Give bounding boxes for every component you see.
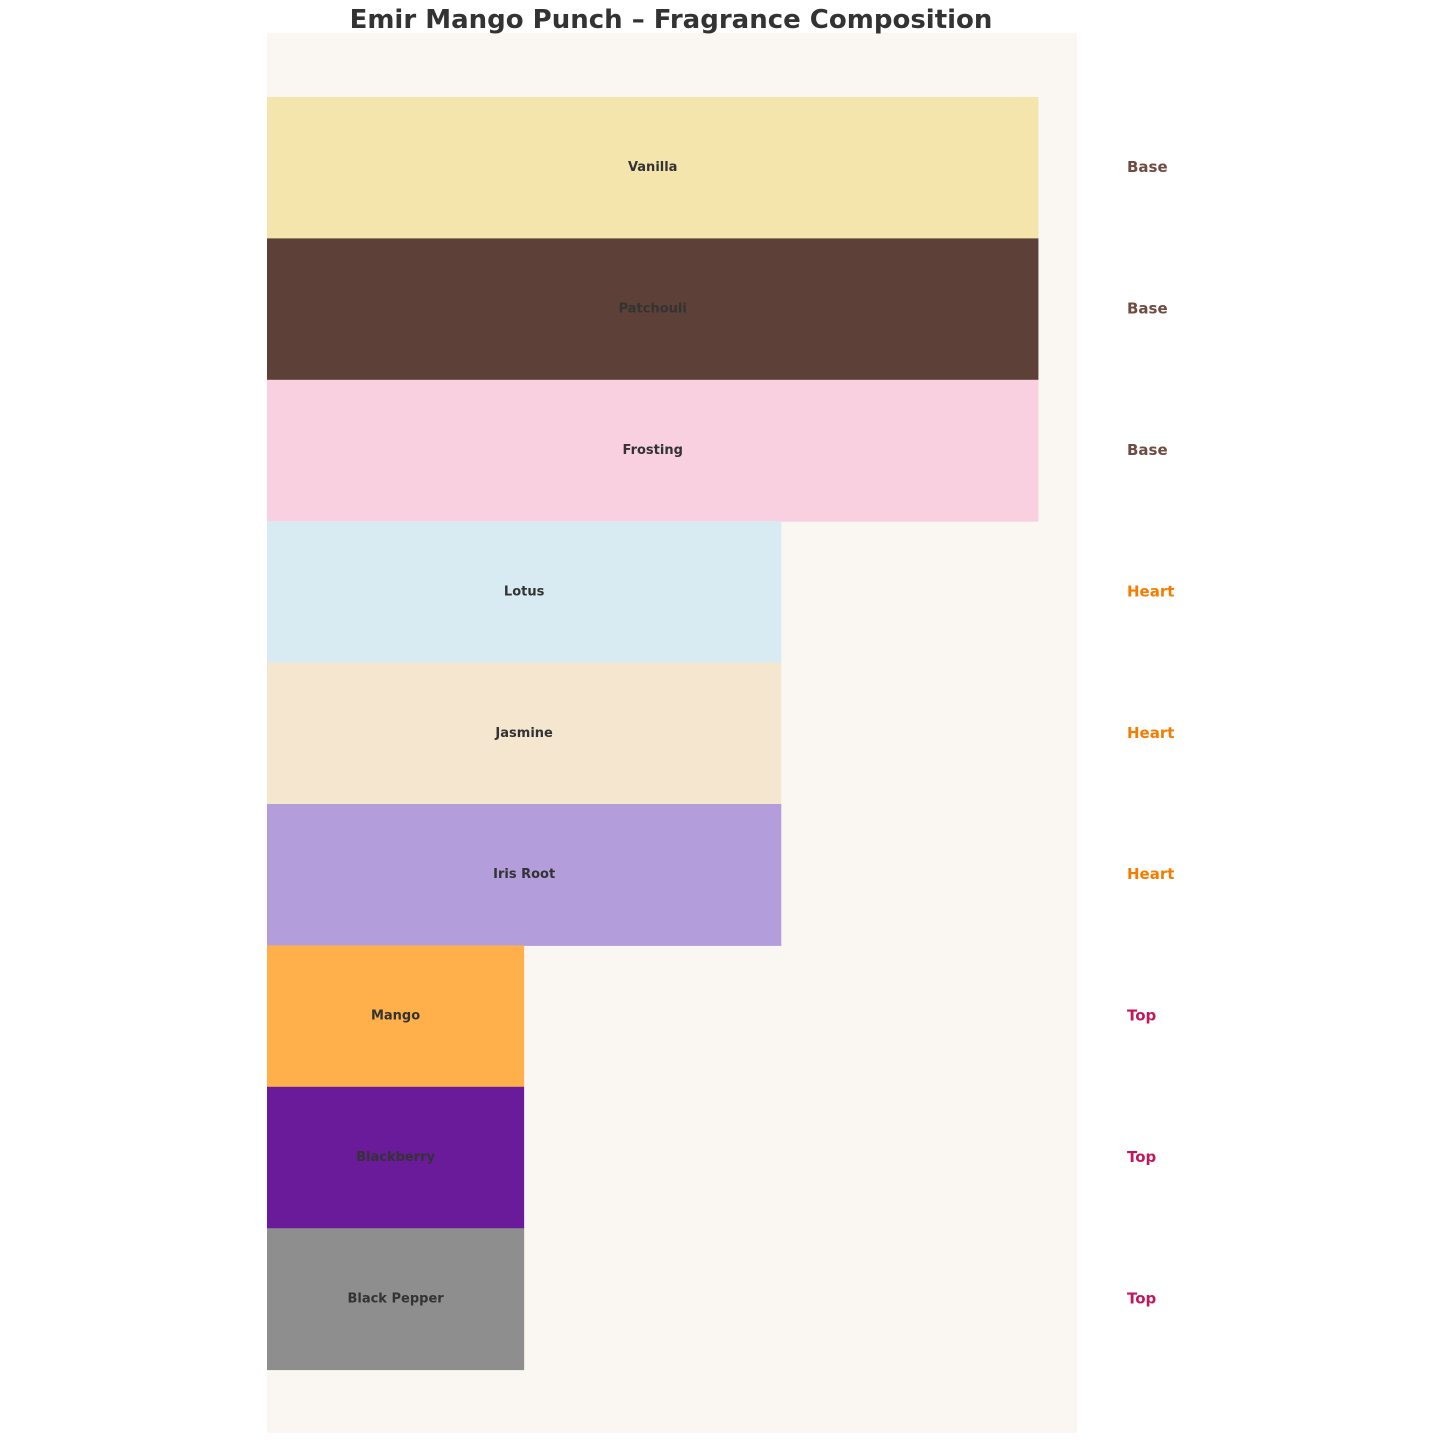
bar-label-black-pepper: Black Pepper (347, 1291, 444, 1306)
layer-label-mango: Top (1127, 1007, 1157, 1025)
bar-black-pepper (267, 1228, 525, 1371)
layer-label-patchouli: Base (1127, 300, 1168, 318)
bar-label-patchouli: Patchouli (619, 302, 687, 317)
layer-label-jasmine: Heart (1127, 724, 1174, 742)
bar-blackberry (267, 1086, 525, 1229)
bar-mango (267, 945, 525, 1088)
chart-title: Emir Mango Punch – Fragrance Composition (350, 5, 993, 35)
bar-iris-root (267, 804, 782, 946)
bar-label-iris-root: Iris Root (493, 867, 555, 882)
bar-jasmine (267, 662, 782, 805)
bar-label-blackberry: Blackberry (356, 1150, 435, 1165)
layer-label-frosting: Base (1127, 441, 1168, 459)
layer-label-blackberry: Top (1127, 1148, 1157, 1166)
bar-lotus (267, 521, 782, 664)
bar-label-frosting: Frosting (623, 443, 683, 458)
layer-label-iris-root: Heart (1127, 865, 1174, 883)
layer-labels-group: Base Base Base Heart Heart Heart Top Top Top (1127, 158, 1174, 1307)
bar-frosting (267, 379, 1039, 522)
bars-group (267, 97, 1039, 1371)
bar-label-mango: Mango (371, 1009, 420, 1024)
bar-label-lotus: Lotus (504, 584, 545, 599)
layer-label-lotus: Heart (1127, 582, 1174, 600)
bar-patchouli (267, 238, 1039, 381)
bar-vanilla (267, 97, 1039, 239)
layer-label-vanilla: Base (1127, 158, 1168, 176)
layer-label-black-pepper: Top (1127, 1289, 1157, 1307)
bar-label-jasmine: Jasmine (494, 726, 553, 741)
bar-labels-group: Vanilla Patchouli Frosting Lotus Jasmine Iris… (347, 160, 686, 1306)
bar-label-vanilla: Vanilla (628, 160, 678, 175)
